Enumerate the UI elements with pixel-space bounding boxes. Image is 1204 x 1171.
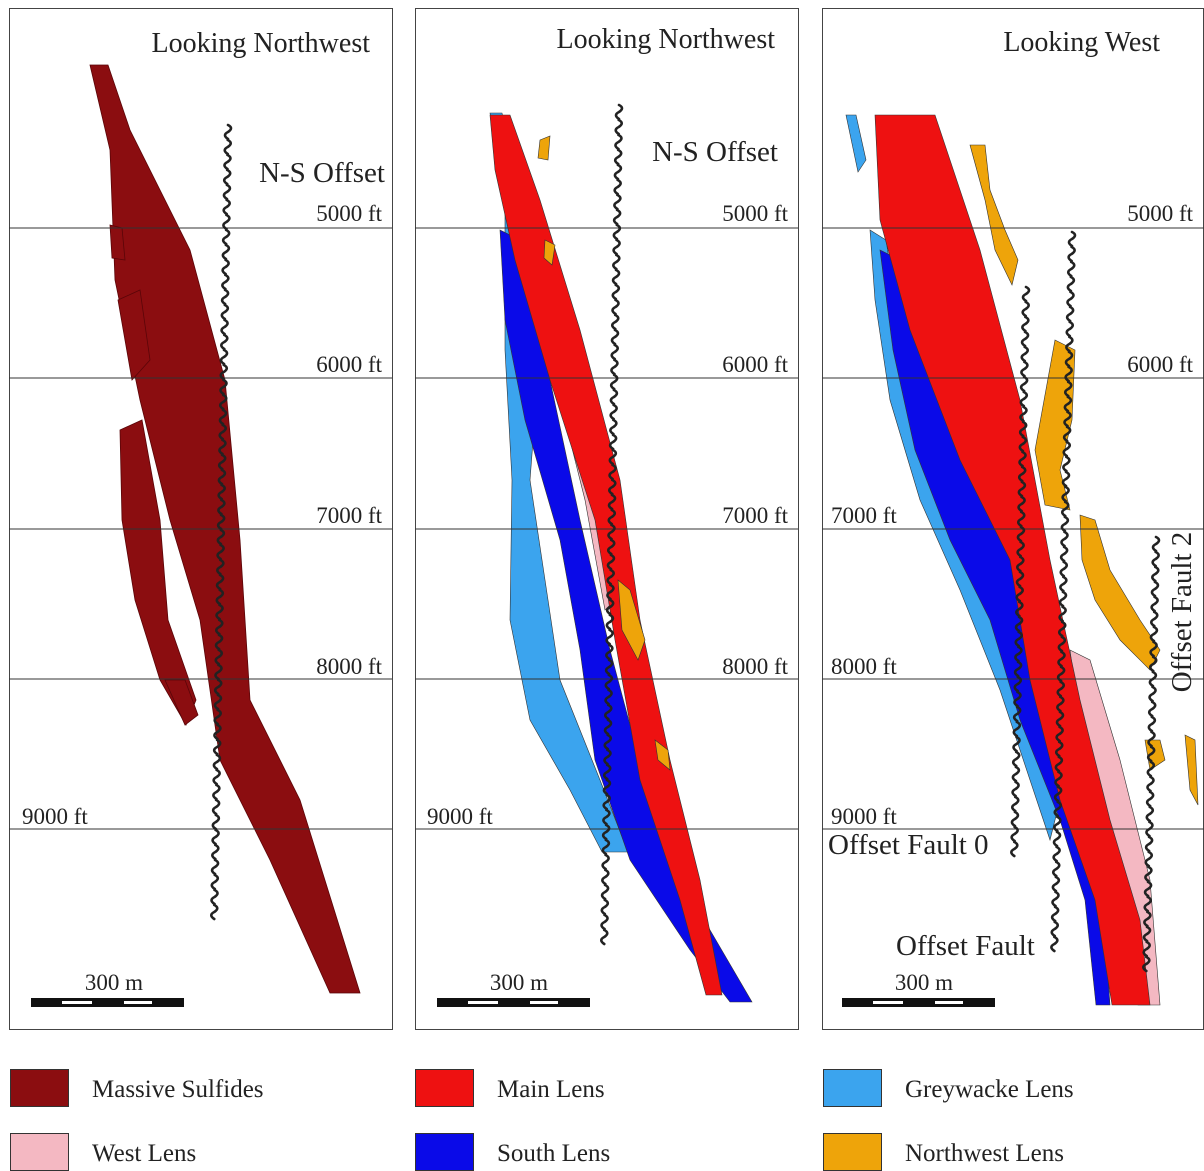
legend-label: Northwest Lens: [905, 1140, 1064, 1167]
depth-label: 6000 ft: [1127, 352, 1193, 377]
depth-label: 7000 ft: [831, 503, 897, 528]
panel-title: Looking Northwest: [151, 28, 370, 59]
depth-label: 9000 ft: [831, 804, 897, 829]
panel-title: Looking Northwest: [556, 24, 775, 55]
depth-label: 7000 ft: [722, 503, 788, 528]
depth-label: 8000 ft: [722, 654, 788, 679]
legend-label: Greywacke Lens: [905, 1076, 1074, 1103]
annotation: Offset Fault 2: [1166, 532, 1198, 693]
legend-swatch: [416, 1070, 474, 1107]
legend-label: West Lens: [92, 1140, 196, 1167]
annotation: Offset Fault: [896, 930, 1035, 962]
scale-label: 300 m: [490, 970, 548, 995]
legend-swatch: [11, 1070, 69, 1107]
depth-label: 5000 ft: [316, 201, 382, 226]
legend-label: Massive Sulfides: [92, 1076, 264, 1103]
panel-title: Looking West: [1003, 27, 1160, 58]
scale-label: 300 m: [85, 970, 143, 995]
legend-label: Main Lens: [497, 1076, 605, 1103]
depth-label: 9000 ft: [22, 804, 88, 829]
depth-label: 8000 ft: [316, 654, 382, 679]
depth-label: 9000 ft: [427, 804, 493, 829]
annotation: N-S Offset: [652, 136, 778, 168]
depth-label: 6000 ft: [722, 352, 788, 377]
annotation: Offset Fault 0: [828, 829, 989, 861]
figure: Looking Northwest N-S Offset 5000 ft 600…: [0, 0, 1204, 1171]
depth-label: 6000 ft: [316, 352, 382, 377]
scale-label: 300 m: [895, 970, 953, 995]
scale-bar: [31, 998, 995, 1007]
legend-label: South Lens: [497, 1140, 610, 1167]
depth-label: 8000 ft: [831, 654, 897, 679]
legend-swatch: [11, 1134, 69, 1171]
legend: Massive Sulfides Main Lens Greywacke Lens W…: [11, 1070, 1074, 1171]
legend-swatch: [824, 1134, 882, 1171]
depth-label: 5000 ft: [722, 201, 788, 226]
depth-label: 7000 ft: [316, 503, 382, 528]
annotation: N-S Offset: [259, 157, 385, 189]
legend-swatch: [824, 1070, 882, 1107]
depth-label: 5000 ft: [1127, 201, 1193, 226]
legend-swatch: [416, 1134, 474, 1171]
